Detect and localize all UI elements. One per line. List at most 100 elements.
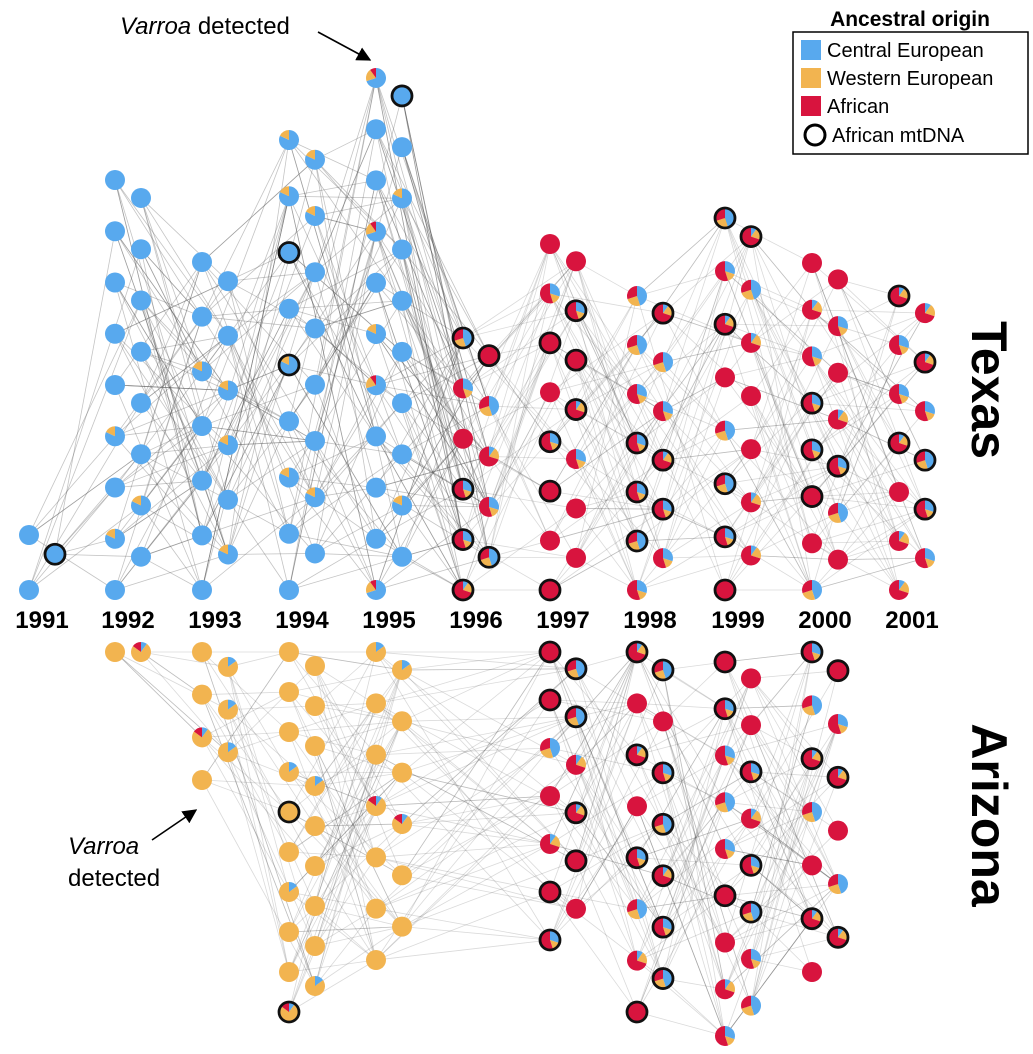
- network-edge: [636, 217, 726, 346]
- network-edge: [488, 359, 577, 508]
- network-edge: [375, 282, 464, 339]
- pie-slice: [741, 1005, 755, 1016]
- network-edge: [140, 249, 203, 536]
- colony-node: [651, 915, 675, 939]
- pie-slice: [289, 882, 298, 892]
- colony-node: [192, 642, 212, 662]
- colony-node: [627, 950, 647, 971]
- network-edge: [724, 755, 813, 866]
- colony-node: [713, 578, 737, 602]
- pie-slice: [741, 226, 761, 247]
- network-edge: [401, 823, 551, 845]
- pie-slice: [289, 762, 298, 772]
- network-edge: [288, 721, 403, 973]
- pie-slice: [305, 205, 315, 216]
- colony-node: [540, 382, 560, 403]
- network-edge: [201, 252, 290, 372]
- african-mtdna-ring: [538, 479, 562, 503]
- colony-node: [627, 335, 647, 355]
- network-edge: [575, 410, 664, 559]
- network-edge: [575, 812, 664, 979]
- pie-slice: [550, 738, 561, 758]
- network-edge: [314, 215, 377, 232]
- network-edge: [636, 344, 726, 431]
- african-mtdna-ring: [913, 448, 937, 472]
- network-edge: [837, 325, 900, 346]
- network-edge: [837, 325, 900, 444]
- network-edge: [662, 678, 752, 876]
- network-edge: [288, 771, 403, 774]
- colony-node: [365, 324, 386, 345]
- colony-node: [131, 392, 151, 413]
- colony-node: [366, 426, 386, 447]
- network-edge: [549, 243, 638, 493]
- network-edge: [724, 918, 813, 943]
- pie-slice: [192, 729, 213, 748]
- network-edge: [201, 271, 316, 372]
- network-edge: [636, 801, 726, 910]
- network-edge: [811, 402, 926, 412]
- network-edge: [288, 139, 403, 301]
- pie-slice: [228, 656, 237, 667]
- pie-slice: [192, 361, 202, 372]
- network-edge: [750, 670, 839, 679]
- pie-slice: [828, 362, 848, 383]
- network-edge: [575, 764, 664, 928]
- network-edge: [662, 848, 726, 979]
- network-edge: [750, 724, 839, 885]
- pie-slice: [828, 502, 838, 517]
- pie-slice: [627, 335, 637, 349]
- pie-slice: [751, 808, 757, 819]
- pie-slice: [802, 812, 816, 822]
- pie-slice: [540, 580, 560, 600]
- network-edge: [636, 270, 726, 395]
- network-edge: [288, 669, 403, 933]
- network-edge: [288, 477, 377, 540]
- pie-slice: [915, 352, 935, 373]
- network-edge: [314, 703, 377, 787]
- network-edge: [114, 480, 203, 591]
- network-edge: [375, 282, 464, 540]
- network-edge: [314, 440, 377, 540]
- pie-slice: [812, 802, 822, 822]
- african-mtdna-ring: [739, 900, 763, 924]
- pie-slice: [217, 544, 238, 565]
- network-edge: [636, 806, 726, 1037]
- colony-node: [192, 416, 212, 436]
- african-mtdna-ring: [538, 578, 562, 602]
- pie-slice: [715, 839, 729, 859]
- network-edge: [837, 312, 926, 467]
- colony-node: [564, 348, 588, 372]
- network-edge: [575, 261, 664, 461]
- network-edge: [140, 280, 229, 404]
- pie-slice: [802, 908, 822, 929]
- pie-slice: [489, 506, 499, 517]
- network-edge: [288, 282, 377, 366]
- pie-slice: [663, 927, 673, 937]
- network-edge: [201, 139, 290, 372]
- colony-node: [888, 335, 910, 355]
- network-edge: [375, 908, 551, 941]
- pie-slice: [192, 306, 212, 327]
- african-mtdna-ring: [477, 344, 501, 368]
- pie-slice: [540, 481, 560, 502]
- colony-node: [390, 84, 414, 108]
- colony-node: [217, 699, 238, 720]
- colony-node: [540, 786, 560, 806]
- colony-node: [192, 727, 213, 748]
- colony-node: [305, 856, 325, 876]
- network-edge: [462, 260, 577, 339]
- colony-node: [802, 580, 822, 600]
- african-mtdna-ring: [713, 697, 737, 721]
- network-edge: [662, 236, 752, 363]
- network-edge: [462, 342, 551, 490]
- network-edge: [750, 289, 813, 357]
- network-edge: [314, 440, 377, 591]
- network-edge: [549, 393, 638, 541]
- network-edge: [227, 440, 316, 446]
- network-edge: [575, 508, 638, 591]
- pie-slice: [453, 328, 463, 342]
- network-edge: [401, 249, 464, 490]
- network-edge: [28, 487, 116, 591]
- colony-node: [538, 928, 562, 952]
